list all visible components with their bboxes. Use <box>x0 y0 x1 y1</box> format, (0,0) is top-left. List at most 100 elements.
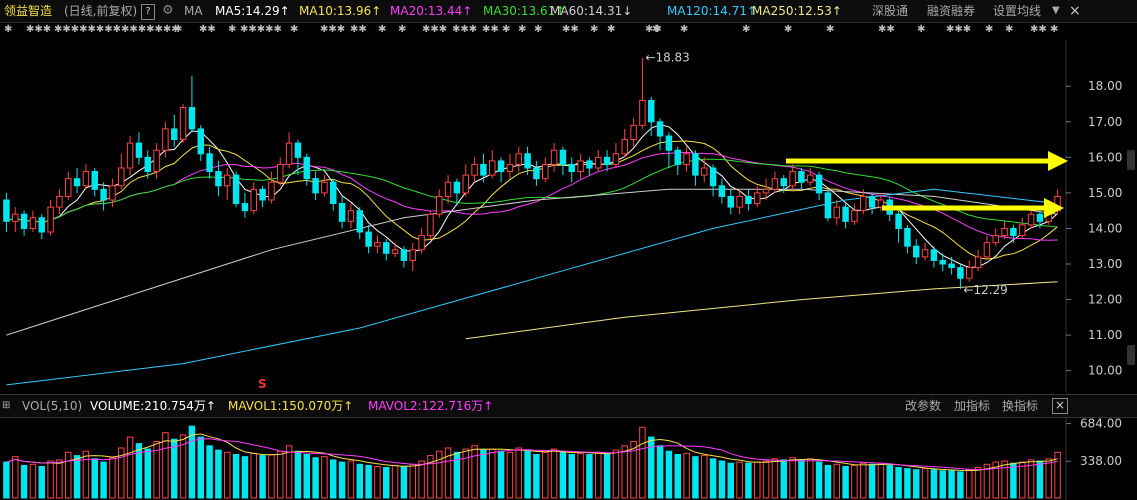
candle-body <box>162 128 169 151</box>
chart-mode[interactable]: (日线,前复权) <box>64 4 138 18</box>
candle-body <box>215 171 222 187</box>
volume-bar <box>356 463 363 499</box>
link-add-indicator[interactable]: 加指标 <box>954 399 991 413</box>
volume-bar <box>391 464 399 499</box>
volume-bar <box>533 453 540 499</box>
volume-bar <box>453 451 461 499</box>
volume-bar <box>126 436 134 499</box>
scroll-handle-upper[interactable] <box>1127 150 1135 170</box>
volume-bar <box>436 450 443 499</box>
candle-body <box>285 142 293 165</box>
candle-body <box>224 174 231 187</box>
volume-bar <box>197 436 204 499</box>
candle-body <box>1036 213 1044 222</box>
marker-23: ✱ <box>680 24 689 35</box>
candle-body <box>983 242 991 258</box>
price-axis-label: 14.00 <box>1088 221 1122 235</box>
volume-bar <box>542 451 549 499</box>
volume-bar <box>259 455 266 499</box>
volume-bar <box>1019 461 1026 499</box>
candle-body <box>577 160 584 173</box>
candle-body <box>621 139 628 155</box>
volume-bar <box>73 455 81 499</box>
volume-bar <box>586 453 593 499</box>
candle-body <box>409 249 416 261</box>
volume-bar <box>188 425 196 499</box>
candle-body <box>303 156 310 180</box>
volume-value-1: MAVOL1:150.070万↑ <box>228 399 354 413</box>
candle-body <box>100 188 107 201</box>
volume-bar <box>365 464 372 499</box>
marker-33: ✱ <box>1050 24 1059 35</box>
volume-bar <box>939 470 946 499</box>
candle-body <box>639 99 646 126</box>
volume-bar <box>550 448 558 499</box>
ma-label: MA <box>184 4 203 18</box>
marker-9: ✱✱ <box>350 24 367 35</box>
candle-body <box>400 249 408 261</box>
candle-body <box>833 206 840 219</box>
marker-13: ✱✱✱ <box>452 24 478 35</box>
volume-bar <box>842 465 849 499</box>
volume-bar <box>82 450 90 499</box>
volume-bar <box>47 460 54 499</box>
help-icon[interactable]: ? <box>141 4 155 20</box>
marker-17: ✱ <box>534 24 543 35</box>
candle-body <box>347 210 355 222</box>
candle-body <box>895 213 902 229</box>
candle-body <box>179 107 187 141</box>
volume-bar <box>966 469 973 499</box>
candle-body <box>126 142 134 169</box>
volume-bar <box>506 451 514 499</box>
stock-name[interactable]: 领益智造 <box>4 4 53 18</box>
candle-body <box>171 128 178 141</box>
candle-body <box>241 203 249 212</box>
volume-bar <box>948 470 955 499</box>
chevron-down-icon[interactable]: ▼ <box>1052 5 1060 16</box>
volume-bar <box>789 457 796 499</box>
candle-body <box>268 181 275 201</box>
candle-body <box>338 203 346 222</box>
volume-value-2: MAVOL2:122.716万↑ <box>368 399 494 413</box>
volume-bar <box>639 426 646 499</box>
volume-indicator-label[interactable]: VOL(5,10) <box>22 399 83 413</box>
link-swap-indicator[interactable]: 换指标 <box>1002 399 1039 413</box>
volume-bar <box>338 461 346 499</box>
marker-26: ✱ <box>826 24 835 35</box>
volume-bar <box>833 463 840 499</box>
link-shenguton[interactable]: 深股通 <box>872 4 909 18</box>
gear-icon[interactable]: ⚙ <box>162 3 174 18</box>
volume-bar <box>568 453 575 499</box>
close-icon[interactable]: × <box>1052 398 1068 414</box>
marker-16: ✱ <box>518 24 527 35</box>
candle-body <box>533 167 540 180</box>
close-icon[interactable]: × <box>1069 3 1081 19</box>
candle-body <box>921 249 929 258</box>
ma-line-ma20 <box>6 151 1058 241</box>
info-markers-row: ✱ ✱✱✱ ✱✱✱✱✱✱✱✱✱✱✱✱✱✱✱ ✱ ✱✱ ✱ ✱✱✱✱✱ ✱ ✱✱✱ ✱✱ ✱ ✱ ✱✱✱ ✱… <box>0 22 1137 38</box>
volume-bar <box>1054 451 1061 499</box>
volume-bar <box>232 453 240 499</box>
volume-bar <box>718 460 726 499</box>
candle-body <box>489 160 496 176</box>
volume-bar <box>559 451 567 499</box>
volume-bar <box>957 471 964 499</box>
volume-bar <box>29 463 37 499</box>
scroll-handle-lower[interactable] <box>1127 345 1135 365</box>
candle-body <box>630 124 637 141</box>
volume-bar <box>179 434 187 499</box>
link-change-params[interactable]: 改参数 <box>905 399 942 413</box>
ma-value-2: MA20:13.44↑ <box>390 4 473 18</box>
candle-body <box>648 99 655 123</box>
ma-value-6: MA250:12.53↑ <box>752 4 842 18</box>
link-margin-trading[interactable]: 融资融券 <box>927 4 976 18</box>
marker-5: ✱ <box>228 24 237 35</box>
mavol1-line <box>6 433 1058 472</box>
candle-body <box>312 178 319 194</box>
collapse-icon[interactable]: ⊞ <box>2 400 11 411</box>
link-set-ma[interactable]: 设置均线 <box>993 4 1042 18</box>
candle-body <box>692 153 699 176</box>
candle-body <box>877 199 885 208</box>
volume-bar <box>895 467 902 499</box>
